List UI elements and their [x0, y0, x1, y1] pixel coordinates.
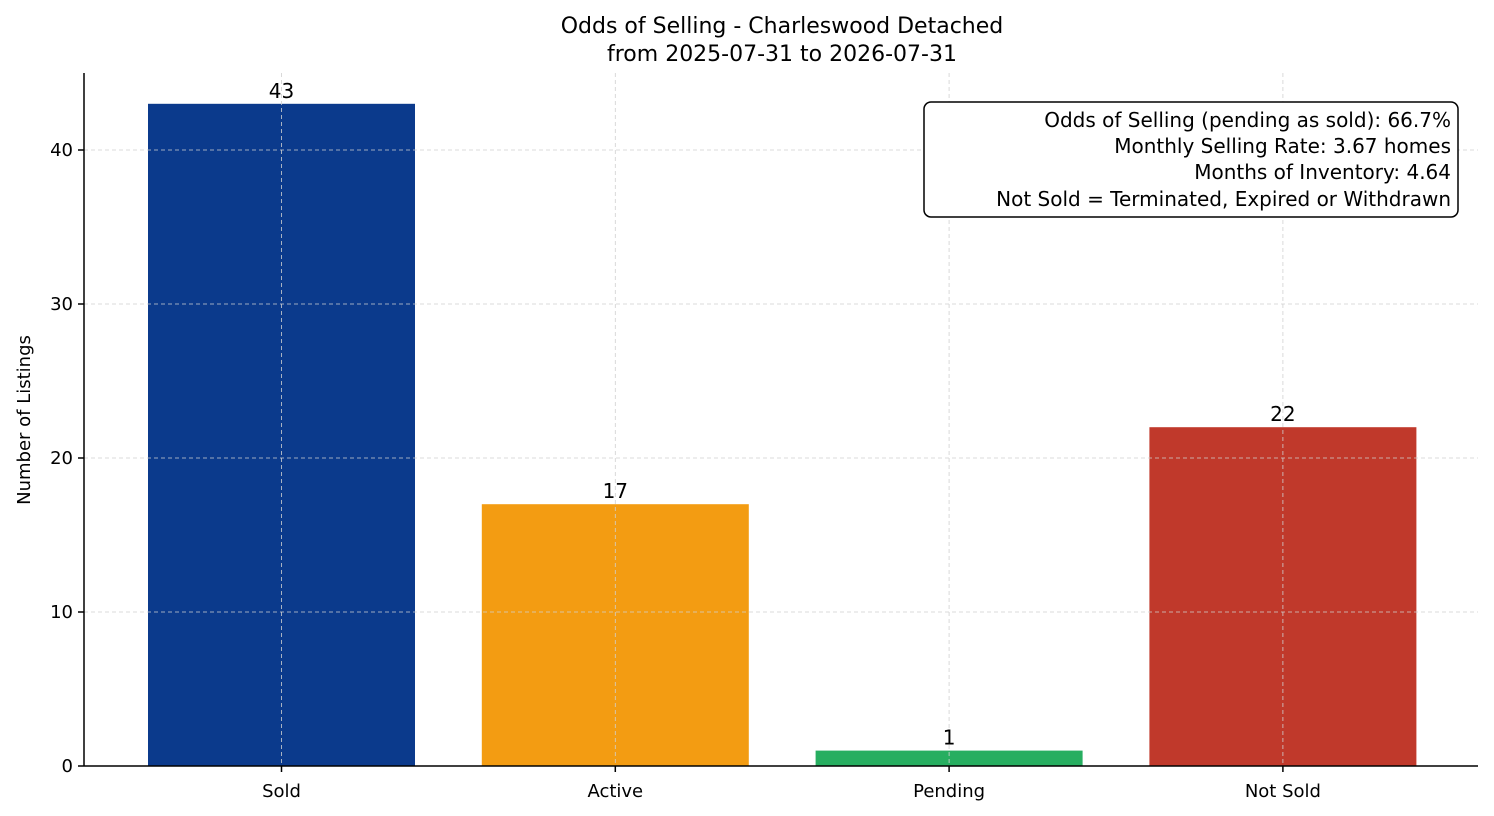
info-line-odds: Odds of Selling (pending as sold): 66.7%: [1044, 108, 1451, 132]
bar-not-sold: [1149, 427, 1417, 766]
info-box: Odds of Selling (pending as sold): 66.7%…: [923, 101, 1459, 218]
y-tick-label-40: 40: [50, 140, 73, 161]
x-tick-label-not-sold: Not Sold: [1245, 781, 1321, 802]
axes-layer: [83, 73, 1478, 767]
data-label-active: 17: [603, 479, 628, 503]
chart-title: Odds of Selling - Charleswood Detached: [561, 14, 1004, 39]
data-label-sold: 43: [269, 79, 294, 103]
info-line-rate: Monthly Selling Rate: 3.67 homes: [1114, 134, 1451, 158]
bar-pending: [815, 750, 1083, 766]
y-tick-label-10: 10: [50, 602, 73, 623]
data-label-pending: 1: [943, 726, 956, 750]
x-tick-label-active: Active: [587, 781, 643, 802]
x-tick-label-pending: Pending: [913, 781, 985, 802]
data-label-not-sold: 22: [1270, 402, 1295, 426]
info-line-not-sold-note: Not Sold = Terminated, Expired or Withdr…: [996, 187, 1451, 211]
y-axis-label: Number of Listings: [14, 335, 35, 505]
x-tick-label-sold: Sold: [262, 781, 301, 802]
bar-sold: [148, 103, 415, 767]
info-line-inventory: Months of Inventory: 4.64: [1194, 160, 1451, 184]
data-labels-layer: 43 17 1 22: [269, 79, 1296, 750]
ticks-layer: 0 10 20 30 40 Sold Active Pending Not Sold: [50, 140, 1321, 802]
y-tick-label-30: 30: [50, 294, 73, 315]
chart-subtitle: from 2025-07-31 to 2026-07-31: [607, 42, 957, 67]
y-tick-label-0: 0: [62, 756, 73, 777]
info-box-frame: [923, 101, 1459, 218]
y-tick-label-20: 20: [50, 448, 73, 469]
